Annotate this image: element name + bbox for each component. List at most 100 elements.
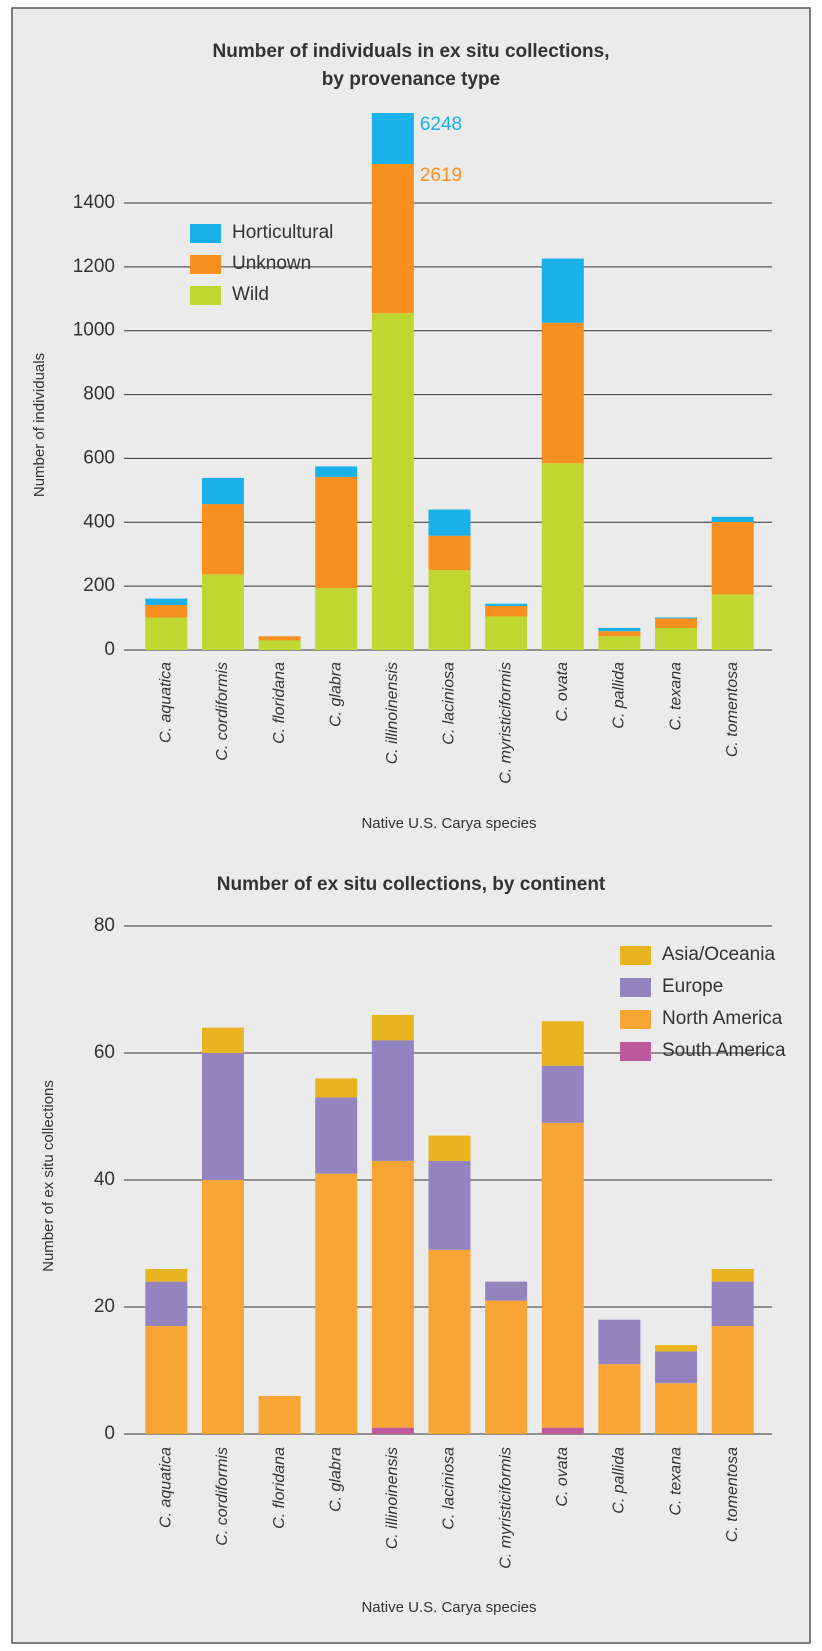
- bar-segment: [201, 504, 244, 575]
- bar-segment: [655, 1345, 698, 1352]
- legend-swatch: [620, 1010, 651, 1029]
- bar-segment: [258, 1395, 301, 1434]
- value-label: 2619: [420, 165, 462, 186]
- legend-label: South America: [662, 1040, 786, 1061]
- y-tick-label: 200: [83, 575, 115, 596]
- x-tick-label: C. texana: [667, 662, 684, 731]
- x-tick-label: C. aquatica: [158, 1447, 175, 1528]
- bar-segment: [371, 1427, 414, 1434]
- bar-segment: [201, 574, 244, 650]
- bar-segment: [485, 605, 528, 617]
- y-tick-label: 40: [94, 1169, 115, 1190]
- bar-segment: [711, 521, 754, 595]
- x-tick-label: C. ovata: [554, 662, 571, 722]
- y-tick-label: 800: [83, 384, 115, 405]
- bar-segment: [315, 1173, 358, 1434]
- bar-segment: [145, 1268, 188, 1282]
- legend-swatch: [190, 286, 221, 305]
- bar-segment: [711, 594, 754, 650]
- bar-segment: [315, 1078, 358, 1098]
- bar-segment: [201, 1027, 244, 1053]
- bar-segment: [145, 1326, 188, 1434]
- y-tick-label: 60: [94, 1042, 115, 1063]
- legend-swatch: [190, 224, 221, 243]
- x-tick-label: C. myristiciformis: [497, 662, 514, 784]
- bar-segment: [258, 640, 301, 650]
- x-tick-label: C. tomentosa: [724, 662, 741, 757]
- bar-segment: [655, 1383, 698, 1434]
- bar-segment: [485, 603, 528, 606]
- bar-segment: [258, 636, 301, 641]
- bar-segment: [485, 1300, 528, 1434]
- y-tick-label: 80: [94, 915, 115, 936]
- bar-segment: [711, 516, 754, 522]
- bar-segment: [541, 463, 584, 650]
- bar-segment: [315, 476, 358, 589]
- bar-segment: [145, 598, 188, 605]
- y-tick-label: 600: [83, 447, 115, 468]
- legend-swatch: [620, 1042, 651, 1061]
- bar-segment: [145, 604, 188, 618]
- bar-segment: [541, 1427, 584, 1434]
- y-tick-label: 0: [104, 1423, 115, 1444]
- bar-segment: [598, 627, 641, 632]
- bar-segment: [145, 617, 188, 650]
- y-axis-title: Number of ex situ collections: [40, 1080, 57, 1272]
- legend-swatch: [190, 255, 221, 274]
- bar-segment: [655, 617, 698, 619]
- x-tick-label: C. laciniosa: [441, 662, 458, 745]
- bar-segment: [598, 631, 641, 637]
- bar-segment: [541, 1065, 584, 1123]
- bar-segment: [428, 570, 471, 650]
- bar-segment: [428, 535, 471, 571]
- x-tick-label: C. pallida: [611, 662, 628, 729]
- bar-segment: [598, 1319, 641, 1365]
- bar-segment: [655, 627, 698, 650]
- bar-segment: [315, 1097, 358, 1174]
- x-tick-label: C. floridana: [271, 1447, 288, 1529]
- bar-segment: [541, 258, 584, 323]
- bar-segment: [428, 1160, 471, 1250]
- x-tick-label: C. glabra: [327, 1447, 344, 1512]
- x-tick-label: C. illinoinensis: [384, 662, 401, 764]
- bar-segment: [655, 618, 698, 628]
- x-tick-label: C. floridana: [271, 662, 288, 744]
- value-label: 6248: [420, 114, 462, 135]
- bar-segment: [201, 1053, 244, 1180]
- legend-label: Europe: [662, 976, 723, 997]
- y-tick-label: 400: [83, 511, 115, 532]
- x-tick-label: C. pallida: [611, 1447, 628, 1514]
- bar-segment: [711, 1268, 754, 1282]
- x-tick-label: C. ovata: [554, 1447, 571, 1507]
- bar-segment: [371, 1014, 414, 1041]
- bar-segment: [145, 1281, 188, 1327]
- bar-segment: [428, 1249, 471, 1434]
- y-tick-label: 20: [94, 1296, 115, 1317]
- y-axis-title: Number of individuals: [31, 353, 48, 497]
- bar-segment: [598, 1364, 641, 1434]
- chart-title: Number of ex situ collections, by contin…: [217, 874, 606, 895]
- y-tick-label: 1200: [73, 256, 115, 277]
- x-axis-title: Native U.S. Carya species: [361, 1599, 536, 1616]
- legend-label: Horticultural: [232, 222, 333, 243]
- y-tick-label: 1000: [73, 320, 115, 341]
- bar-segment: [711, 1326, 754, 1434]
- x-tick-label: C. laciniosa: [441, 1447, 458, 1530]
- legend-label: North America: [662, 1008, 783, 1029]
- bar-segment: [371, 313, 414, 650]
- bar-segment: [201, 477, 244, 505]
- x-tick-label: C. myristiciformis: [497, 1447, 514, 1569]
- y-tick-label: 1400: [73, 192, 115, 213]
- legend-label: Unknown: [232, 253, 311, 274]
- bar-segment: [541, 1021, 584, 1066]
- bar-segment: [428, 509, 471, 536]
- bar-segment: [598, 636, 641, 650]
- bar-segment: [315, 466, 358, 477]
- x-tick-label: C. cordiformis: [214, 662, 231, 761]
- bar-segment: [315, 588, 358, 650]
- x-tick-label: C. illinoinensis: [384, 1447, 401, 1549]
- x-tick-label: C. aquatica: [158, 662, 175, 743]
- legend-label: Asia/Oceania: [662, 944, 775, 965]
- bar-segment: [541, 1122, 584, 1428]
